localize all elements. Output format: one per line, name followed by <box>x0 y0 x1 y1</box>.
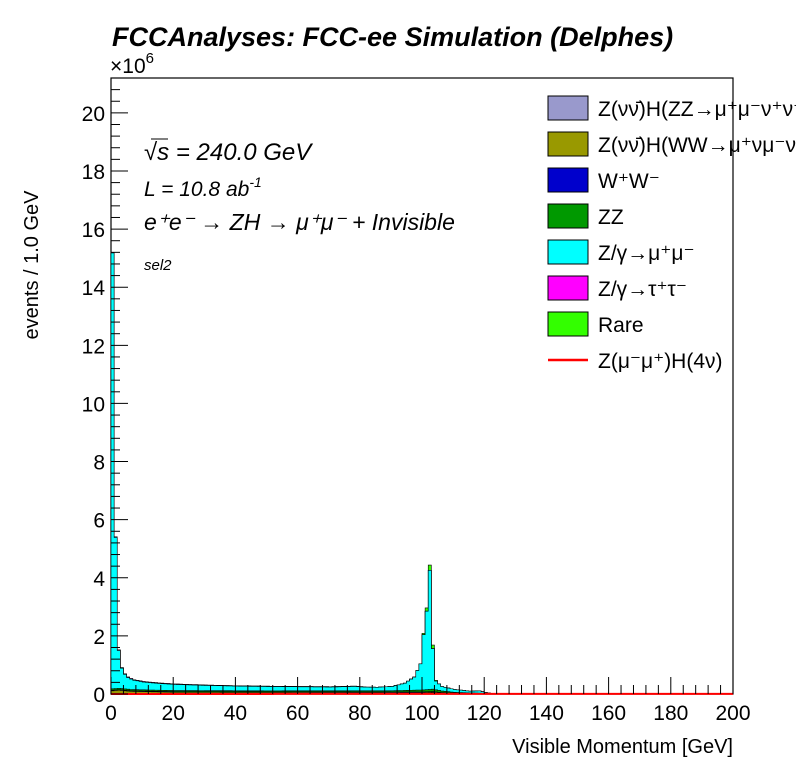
x-tick-label: 0 <box>105 702 117 725</box>
y-tick-label: 20 <box>82 103 105 126</box>
y-tick-label: 0 <box>93 684 105 707</box>
axes-group: 0 20 40 60 80 100 120 140 160 180 200 0 2 4 6 8 10 12 14 16… <box>82 77 751 725</box>
luminosity-annotation: L = 10.8 ab-1 <box>144 174 262 201</box>
legend-entry-label: Z(μ⁻μ⁺)H(4ν) <box>598 350 723 373</box>
selection-annotation: sel2 <box>144 257 172 274</box>
legend-entry-label: Z(νν̄)H(WW→μ⁺νμ⁻ν) <box>598 134 796 157</box>
y-tick-label: 4 <box>93 568 105 591</box>
x-tick-label: 160 <box>591 702 626 725</box>
legend-entry-label: W⁺W⁻ <box>598 170 660 193</box>
y-tick-label: 18 <box>82 161 105 184</box>
x-tick-label: 60 <box>286 702 309 725</box>
x-tick-label: 100 <box>404 702 439 725</box>
y-tick-label: 6 <box>93 510 105 533</box>
legend-entry-label: Z(νν̄)H(ZZ→μ⁺μ⁻ν⁺ν⁻) <box>598 98 796 121</box>
y-tick-label: 10 <box>82 393 105 416</box>
legend-swatch <box>547 239 589 265</box>
y-tick-label: 8 <box>93 452 105 475</box>
y-tick-label: 16 <box>82 219 105 242</box>
legend-swatch <box>547 275 589 301</box>
y-exponent-label: ×106 <box>110 50 154 78</box>
x-axis-label: Visible Momentum [GeV] <box>512 736 733 758</box>
x-tick-label: 40 <box>224 702 247 725</box>
y-tick-label: 2 <box>93 626 105 649</box>
legend-swatch <box>547 131 589 157</box>
plot-title: FCCAnalyses: FCC-ee Simulation (Delphes) <box>112 22 673 52</box>
x-tick-label: 200 <box>715 702 750 725</box>
energy-annotation: √s = 240.0 GeV <box>144 139 313 166</box>
legend-entry-label: ZZ <box>598 206 624 229</box>
legend-swatch <box>547 167 589 193</box>
legend-swatch <box>547 203 589 229</box>
y-axis-label: events / 1.0 GeV <box>21 190 43 340</box>
process-annotation: e⁺e⁻ → ZH → μ⁺μ⁻ + Invisible <box>144 209 455 235</box>
x-tick-label: 180 <box>653 702 688 725</box>
y-tick-label: 12 <box>82 335 105 358</box>
x-tick-label: 20 <box>162 702 185 725</box>
y-tick-label: 14 <box>82 277 106 300</box>
x-tick-label: 120 <box>467 702 502 725</box>
legend-swatch <box>547 311 589 337</box>
legend-entry-label: Z/γ→τ⁺τ⁻ <box>598 278 687 301</box>
legend-entry-label: Rare <box>598 314 644 337</box>
legend: Z(νν̄)H(ZZ→μ⁺μ⁻ν⁺ν⁻) Z(νν̄)H(WW→μ⁺νμ⁻ν) W⁺… <box>547 95 796 373</box>
legend-swatch <box>547 95 589 121</box>
x-tick-label: 80 <box>348 702 371 725</box>
legend-entry-label: Z/γ→μ⁺μ⁻ <box>598 242 695 265</box>
x-tick-label: 140 <box>529 702 564 725</box>
